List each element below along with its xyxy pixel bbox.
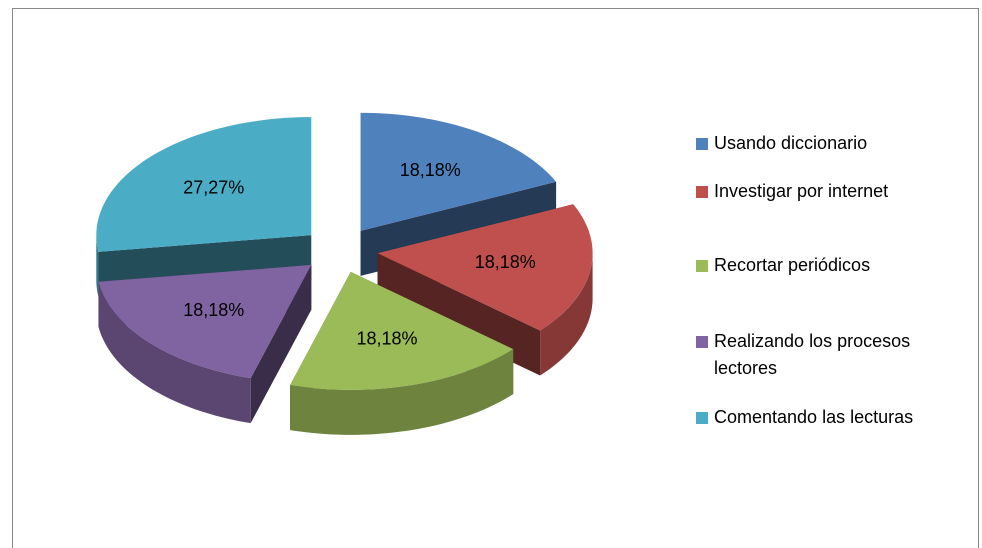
legend-label: Investigar por internet [714, 181, 889, 201]
data-label: 18,18% [357, 329, 418, 349]
data-label: 18,18% [400, 160, 461, 180]
slice-top [360, 112, 557, 231]
data-label: 18,18% [183, 300, 244, 320]
legend-label: Usando diccionario [714, 133, 868, 153]
legend-label: Realizando los procesos lectores [714, 331, 911, 378]
legend-swatch [696, 412, 708, 424]
legend-item: Comentando las lecturas [696, 404, 970, 431]
legend-swatch [696, 138, 708, 150]
slice-wall [96, 235, 99, 297]
legend-item: Realizando los procesos lectores [696, 328, 959, 382]
slice-wall [98, 281, 251, 424]
slice-wall [540, 253, 593, 376]
slice-top [377, 204, 593, 331]
legend-item: Usando diccionario [696, 130, 970, 157]
legend-item: Recortar periódicos [696, 252, 970, 279]
slice-top [96, 117, 312, 252]
legend-swatch [696, 260, 708, 272]
pie-slice: 18,18% [98, 264, 312, 424]
legend-label: Comentando las lecturas [714, 407, 914, 427]
legend-swatch [696, 186, 708, 198]
slice-top [98, 264, 312, 379]
data-label: 18,18% [475, 252, 536, 272]
slice-top [290, 271, 514, 390]
slice-wall [290, 349, 514, 435]
legend-item: Investigar por internet [696, 178, 970, 205]
chart-frame [12, 8, 979, 548]
pie-slice: 18,18% [290, 271, 514, 435]
data-label: 27,27% [183, 177, 244, 197]
legend-swatch [696, 336, 708, 348]
legend-label: Recortar periódicos [714, 255, 871, 275]
